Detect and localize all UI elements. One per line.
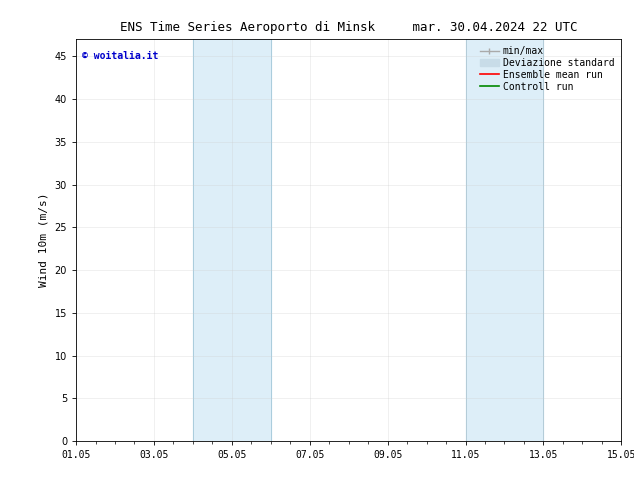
Y-axis label: Wind 10m (m/s): Wind 10m (m/s) xyxy=(39,193,49,287)
Title: ENS Time Series Aeroporto di Minsk     mar. 30.04.2024 22 UTC: ENS Time Series Aeroporto di Minsk mar. … xyxy=(120,21,578,34)
Text: © woitalia.it: © woitalia.it xyxy=(82,51,158,61)
Bar xyxy=(465,39,543,441)
Bar xyxy=(193,39,271,441)
Legend: min/max, Deviazione standard, Ensemble mean run, Controll run: min/max, Deviazione standard, Ensemble m… xyxy=(477,44,616,94)
